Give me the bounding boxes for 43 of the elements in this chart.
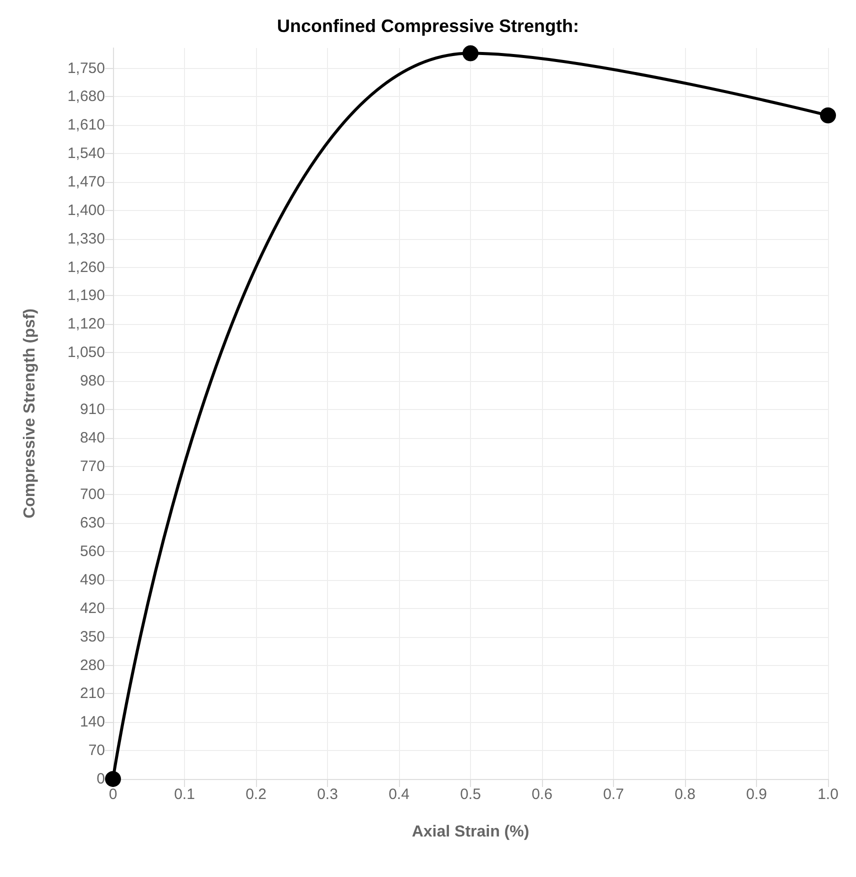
y-tick-label: 1,120 — [67, 316, 105, 333]
y-tick-label: 700 — [80, 486, 105, 504]
chart-title: Unconfined Compressive Strength: — [276, 16, 580, 36]
x-tick-label: 0.7 — [603, 786, 624, 803]
y-tick-label: 770 — [80, 458, 105, 475]
y-tick-label: 1,610 — [67, 116, 105, 134]
y-tick-label: 1,470 — [67, 174, 105, 191]
x-tick-label: 0.5 — [460, 786, 481, 803]
point — [462, 45, 478, 62]
y-tick-label: 490 — [80, 572, 105, 589]
x-tick-label: 0 — [108, 786, 118, 803]
x-tick-label: 0.1 — [174, 786, 195, 803]
x-tick-label: 0.4 — [388, 786, 410, 803]
y-axis-title: Compressive Strength (psf) — [22, 308, 38, 518]
y-tick-label: 1,260 — [67, 258, 105, 276]
y-tick-label: 1,750 — [67, 60, 105, 77]
y-tick-label: 1,190 — [67, 287, 105, 304]
y-tick-label: 1,540 — [67, 145, 105, 162]
y-tick-label: 210 — [80, 685, 105, 702]
y-tick-label: 0 — [96, 770, 105, 788]
y-tick-label: 140 — [80, 714, 105, 731]
y-tick-label: 910 — [80, 400, 105, 418]
y-tick-label: 630 — [80, 514, 105, 532]
y-tick-label: 840 — [80, 429, 105, 446]
y-tick-label: 350 — [80, 628, 105, 646]
x-tick-label: 0.2 — [246, 786, 266, 803]
y-tick-label: 1,400 — [67, 202, 105, 219]
y-tick-label: 70 — [88, 742, 105, 760]
x-tick-label: 0.8 — [674, 786, 696, 803]
x-tick-label: 1.0 — [818, 786, 838, 803]
y-tick-label: 980 — [80, 372, 105, 390]
y-tick-label: 1,330 — [67, 230, 105, 248]
point — [105, 771, 121, 787]
x-tick-label: 0.9 — [746, 786, 767, 803]
y-tick-label: 1,680 — [67, 88, 105, 106]
y-tick-label: 280 — [80, 656, 105, 674]
y-tick-label: 560 — [80, 543, 105, 560]
y-tick-label: 420 — [80, 600, 105, 617]
point — [820, 107, 836, 124]
x-tick-label: 0.6 — [532, 786, 552, 803]
y-tick-label: 1,050 — [67, 344, 105, 362]
x-axis-title: Axial Strain (%) — [412, 824, 530, 840]
x-tick-label: 0.3 — [317, 786, 338, 803]
